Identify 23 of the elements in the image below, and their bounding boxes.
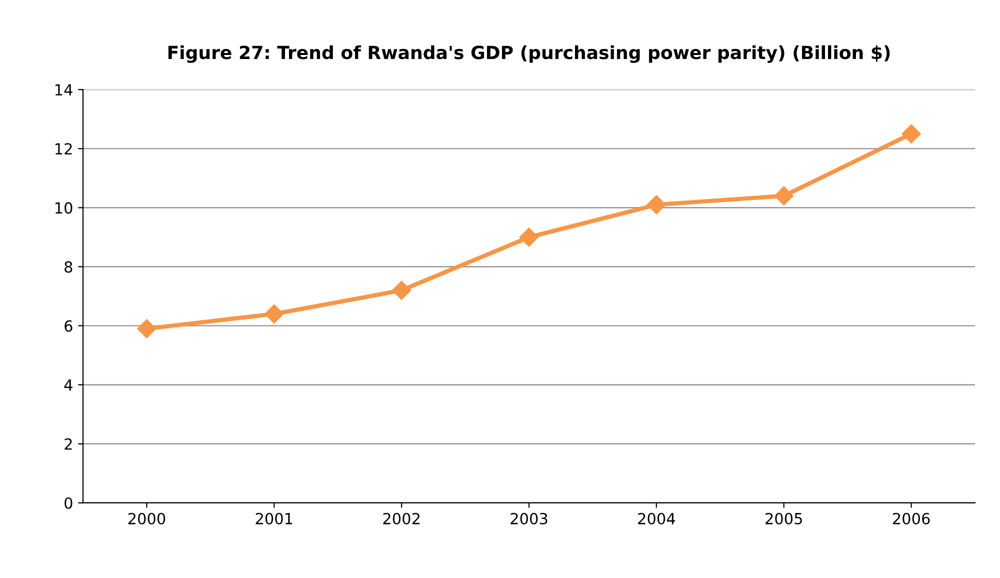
point xyxy=(264,304,284,324)
y-tick-label: 0 xyxy=(64,497,72,509)
point xyxy=(902,124,921,144)
x-tick-label: 2000 xyxy=(128,512,166,524)
point xyxy=(774,186,794,206)
y-tick-label: 10 xyxy=(56,202,72,214)
x-tick-label: 2005 xyxy=(766,512,802,524)
y-tick-label: 6 xyxy=(64,320,72,332)
y-tick-label: 12 xyxy=(56,143,72,154)
x-tick-label: 2004 xyxy=(638,512,676,524)
y-tick-label: 4 xyxy=(64,379,72,391)
point xyxy=(519,228,539,247)
x-tick-label: 2002 xyxy=(383,512,420,524)
point xyxy=(392,280,412,300)
point xyxy=(646,195,666,214)
x-tick-label: 2006 xyxy=(892,512,930,524)
y-tick-label: 14 xyxy=(56,84,72,96)
point xyxy=(137,319,156,338)
x-tick-label: 2001 xyxy=(256,512,292,524)
y-tick-label: 8 xyxy=(64,261,72,273)
y-tick-label: 2 xyxy=(64,438,72,450)
x-tick-label: 2003 xyxy=(510,512,548,524)
chart-title: Figure 27: Trend of Rwanda's GDP (purchasing power parity) (Billion $) xyxy=(168,45,890,63)
